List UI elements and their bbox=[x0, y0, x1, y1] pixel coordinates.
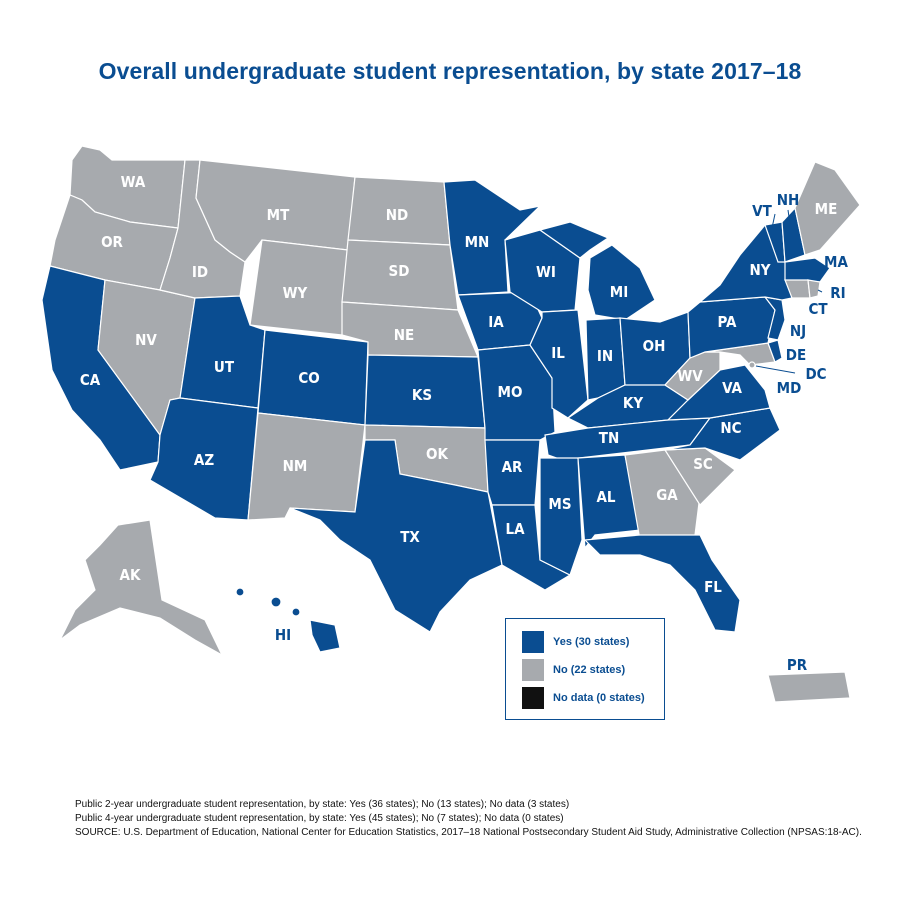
label-OR: OR bbox=[101, 233, 123, 251]
label-VA: VA bbox=[722, 379, 742, 397]
label-MI: MI bbox=[610, 283, 628, 301]
leader-line-nh bbox=[787, 209, 791, 225]
state-labels: WA OR CA NV ID MT WY UT AZ CO NM ND SD N… bbox=[80, 173, 849, 674]
label-CA: CA bbox=[80, 371, 101, 389]
state-MI bbox=[587, 244, 656, 321]
state-AK bbox=[59, 519, 224, 657]
map-title: Overall undergraduate student representa… bbox=[98, 58, 802, 84]
state-TX bbox=[289, 439, 503, 633]
label-NY: NY bbox=[749, 261, 770, 279]
label-MD: MD bbox=[777, 379, 802, 397]
label-WI: WI bbox=[536, 263, 556, 281]
label-UT: UT bbox=[214, 358, 235, 376]
legend-swatch-no-data bbox=[522, 687, 544, 709]
label-NJ: NJ bbox=[790, 322, 806, 340]
label-CT: CT bbox=[808, 300, 828, 318]
state-MS bbox=[539, 457, 583, 576]
label-NH: NH bbox=[777, 191, 800, 209]
label-LA: LA bbox=[505, 520, 525, 538]
label-KY: KY bbox=[623, 394, 643, 412]
label-AL: AL bbox=[596, 488, 615, 506]
state-MI-UP bbox=[538, 221, 610, 259]
label-KS: KS bbox=[412, 386, 432, 404]
label-SC: SC bbox=[693, 455, 713, 473]
label-TN: TN bbox=[599, 429, 620, 447]
legend-label-no-data: No data (0 states) bbox=[553, 692, 645, 704]
label-HI: HI bbox=[275, 626, 291, 644]
legend-label-no: No (22 states) bbox=[553, 664, 626, 676]
leader-line-ri bbox=[817, 289, 823, 293]
label-PA: PA bbox=[718, 313, 738, 331]
label-ME: ME bbox=[815, 200, 838, 218]
label-NM: NM bbox=[283, 457, 308, 475]
label-MA: MA bbox=[824, 253, 848, 271]
label-WV: WV bbox=[677, 367, 703, 385]
label-RI: RI bbox=[830, 284, 845, 302]
label-DE: DE bbox=[786, 346, 806, 364]
state-HI bbox=[309, 619, 341, 653]
legend-item-no: No (22 states) bbox=[522, 659, 625, 681]
label-AZ: AZ bbox=[194, 451, 214, 469]
source-note: SOURCE: U.S. Department of Education, Na… bbox=[75, 827, 862, 838]
label-OK: OK bbox=[426, 445, 448, 463]
state-MA bbox=[784, 257, 831, 283]
label-IL: IL bbox=[551, 344, 565, 362]
label-NV: NV bbox=[135, 331, 157, 349]
state-DC bbox=[748, 361, 756, 369]
label-ND: ND bbox=[386, 206, 409, 224]
label-MN: MN bbox=[465, 233, 490, 251]
label-WA: WA bbox=[121, 173, 146, 191]
label-MO: MO bbox=[498, 383, 523, 401]
note-public-2-year: Public 2-year undergraduate student repr… bbox=[75, 799, 570, 810]
note-public-4-year: Public 4-year undergraduate student repr… bbox=[75, 813, 564, 824]
state-DE bbox=[767, 339, 783, 363]
state-RI bbox=[807, 279, 821, 299]
label-AK: AK bbox=[120, 566, 141, 584]
label-MS: MS bbox=[548, 495, 571, 513]
legend-label-yes: Yes (30 states) bbox=[553, 636, 630, 648]
state-HI-island3 bbox=[291, 607, 301, 617]
legend-item-yes: Yes (30 states) bbox=[522, 631, 629, 653]
legend-item-no-data: No data (0 states) bbox=[522, 687, 645, 709]
state-HI-island1 bbox=[235, 587, 245, 597]
label-WY: WY bbox=[283, 284, 308, 302]
legend: Yes (30 states) No (22 states) No data (… bbox=[505, 618, 665, 720]
state-IL bbox=[529, 309, 589, 419]
label-OH: OH bbox=[643, 337, 666, 355]
label-GA: GA bbox=[656, 486, 678, 504]
label-DC: DC bbox=[805, 365, 826, 383]
label-MT: MT bbox=[267, 206, 290, 224]
label-FL: FL bbox=[704, 578, 722, 596]
state-PR bbox=[767, 671, 851, 703]
leader-line-dc bbox=[755, 365, 796, 374]
label-IN: IN bbox=[597, 347, 613, 365]
legend-swatch-no bbox=[522, 659, 544, 681]
label-NE: NE bbox=[394, 326, 415, 344]
label-TX: TX bbox=[400, 528, 420, 546]
state-HI-island2 bbox=[270, 596, 282, 608]
state-ME bbox=[794, 161, 861, 256]
label-IA: IA bbox=[488, 313, 504, 331]
label-NC: NC bbox=[720, 419, 741, 437]
leader-line-vt bbox=[771, 213, 776, 229]
state-AL bbox=[577, 454, 641, 550]
label-AR: AR bbox=[502, 458, 523, 476]
label-PR: PR bbox=[787, 656, 808, 674]
legend-swatch-yes bbox=[522, 631, 544, 653]
state-FL bbox=[583, 534, 741, 633]
label-CO: CO bbox=[298, 369, 319, 387]
label-ID: ID bbox=[192, 263, 208, 281]
label-SD: SD bbox=[389, 262, 410, 280]
label-VT: VT bbox=[752, 202, 772, 220]
footnotes: Public 2-year undergraduate student repr… bbox=[75, 798, 875, 840]
